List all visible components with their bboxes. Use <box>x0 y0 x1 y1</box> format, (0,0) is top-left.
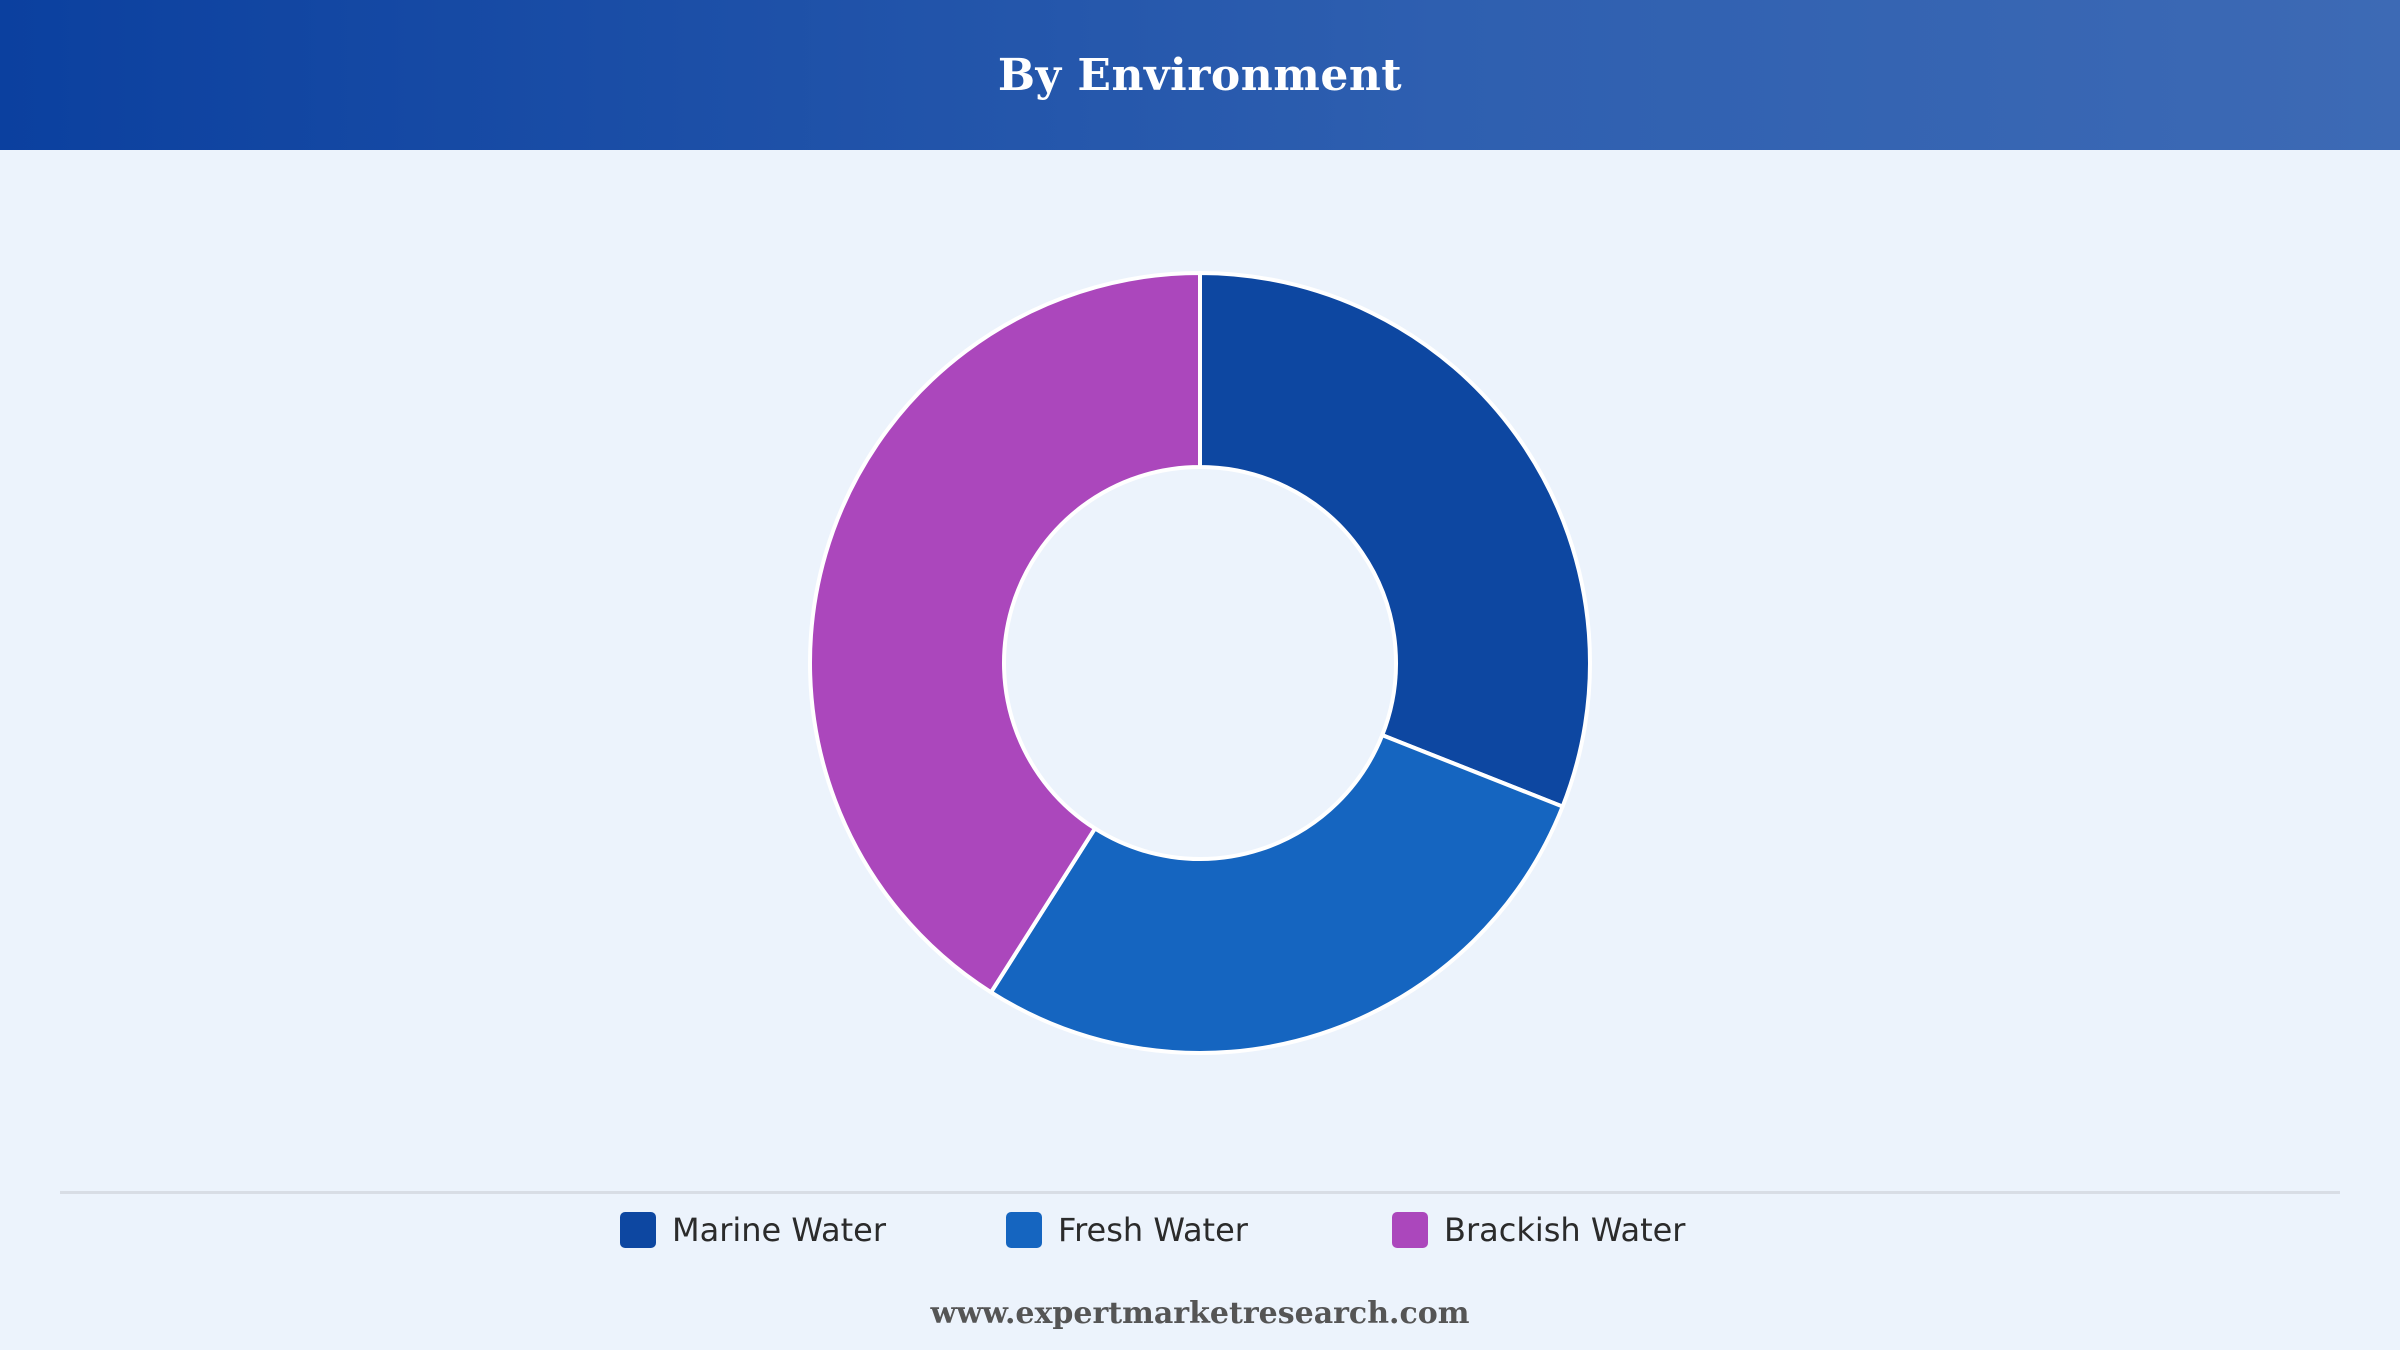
donut-slice-brackish-water[interactable] <box>808 271 1202 995</box>
chart-title: By Environment <box>997 49 1403 101</box>
footer-url[interactable]: www.expertmarketresearch.com <box>930 1296 1470 1331</box>
donut-slice-marine-water[interactable] <box>1198 271 1592 809</box>
legend-item-marine-water[interactable]: Marine Water <box>620 1204 886 1256</box>
legend-item-fresh-water[interactable]: Fresh Water <box>1006 1204 1248 1256</box>
legend-swatch-fresh-water <box>1006 1212 1042 1248</box>
header-bar: By Environment <box>0 0 2400 150</box>
legend-item-brackish-water[interactable]: Brackish Water <box>1392 1204 1685 1256</box>
donut-chart <box>808 271 1592 1055</box>
donut-slice-fresh-water[interactable] <box>989 733 1565 1055</box>
chart-legend: Marine Water Fresh Water Brackish Water <box>0 1204 2400 1256</box>
chart-area <box>0 150 2400 1190</box>
legend-label-brackish-water: Brackish Water <box>1444 1211 1686 1249</box>
legend-swatch-marine-water <box>620 1212 656 1248</box>
legend-divider <box>60 1191 2340 1194</box>
legend-label-fresh-water: Fresh Water <box>1058 1211 1248 1249</box>
legend-swatch-brackish-water <box>1392 1212 1428 1248</box>
legend-label-marine-water: Marine Water <box>672 1211 886 1249</box>
